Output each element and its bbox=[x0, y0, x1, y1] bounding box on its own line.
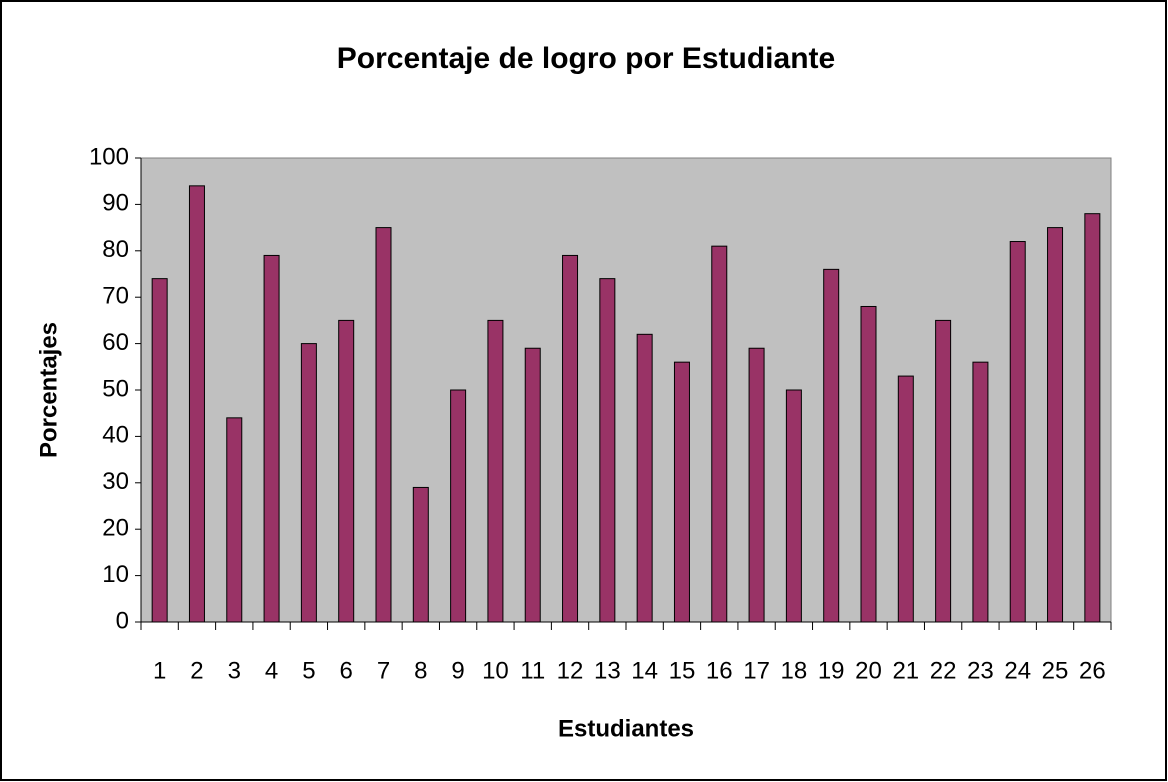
x-tick-label: 3 bbox=[228, 657, 241, 684]
x-axis-title: Estudiantes bbox=[558, 715, 694, 742]
y-tick-label: 40 bbox=[102, 422, 129, 449]
bar bbox=[599, 278, 616, 623]
x-tick-label: 7 bbox=[377, 657, 390, 684]
x-tick-label: 17 bbox=[743, 657, 770, 684]
bar bbox=[823, 268, 840, 623]
bar bbox=[860, 305, 877, 623]
x-tick-label: 12 bbox=[557, 657, 584, 684]
y-tick-label: 80 bbox=[102, 236, 129, 263]
y-tick-label: 10 bbox=[102, 561, 129, 588]
y-tick-label: 20 bbox=[102, 515, 129, 542]
x-tick-label: 24 bbox=[1004, 657, 1031, 684]
x-tick-label: 8 bbox=[414, 657, 427, 684]
bar bbox=[487, 319, 504, 623]
bar bbox=[711, 245, 728, 623]
plot-area bbox=[140, 157, 1112, 623]
x-tick-label: 25 bbox=[1042, 657, 1069, 684]
bar bbox=[562, 254, 579, 623]
x-tick-label: 20 bbox=[855, 657, 882, 684]
bar bbox=[375, 227, 392, 623]
bar bbox=[748, 347, 765, 623]
bar bbox=[1009, 241, 1026, 623]
bar bbox=[263, 254, 280, 623]
bar bbox=[412, 486, 429, 623]
y-tick-label: 100 bbox=[89, 143, 129, 170]
bar bbox=[1047, 227, 1064, 623]
x-tick-label: 14 bbox=[631, 657, 658, 684]
chart-title: Porcentaje de logro por Estudiante bbox=[337, 42, 835, 75]
x-tick-label: 26 bbox=[1079, 657, 1106, 684]
x-tick-label: 5 bbox=[302, 657, 315, 684]
bar bbox=[338, 319, 355, 623]
bar bbox=[897, 375, 914, 623]
bar bbox=[450, 389, 467, 623]
x-tick-label: 15 bbox=[669, 657, 696, 684]
y-tick-label: 70 bbox=[102, 283, 129, 310]
y-axis-title: Porcentajes bbox=[35, 322, 62, 458]
x-tick-label: 9 bbox=[451, 657, 464, 684]
bar bbox=[226, 417, 243, 623]
bar bbox=[935, 319, 952, 623]
bar bbox=[673, 361, 690, 623]
y-tick-label: 0 bbox=[116, 607, 129, 634]
x-tick-label: 13 bbox=[594, 657, 621, 684]
bar bbox=[151, 278, 168, 623]
y-tick-label: 90 bbox=[102, 190, 129, 217]
x-tick-label: 21 bbox=[892, 657, 919, 684]
x-tick-label: 10 bbox=[482, 657, 509, 684]
x-tick-label: 23 bbox=[967, 657, 994, 684]
bar bbox=[188, 185, 205, 623]
x-tick-label: 22 bbox=[930, 657, 957, 684]
y-tick-label: 50 bbox=[102, 375, 129, 402]
y-tick-label: 30 bbox=[102, 468, 129, 495]
x-tick-label: 16 bbox=[706, 657, 733, 684]
x-tick-label: 4 bbox=[265, 657, 278, 684]
bar bbox=[636, 333, 653, 623]
x-tick-label: 18 bbox=[781, 657, 808, 684]
y-tick-label: 60 bbox=[102, 329, 129, 356]
x-tick-label: 2 bbox=[190, 657, 203, 684]
x-tick-label: 6 bbox=[340, 657, 353, 684]
bar bbox=[300, 343, 317, 623]
x-tick-label: 1 bbox=[153, 657, 166, 684]
x-tick-label: 11 bbox=[520, 657, 545, 684]
bar bbox=[1084, 213, 1101, 623]
bar bbox=[524, 347, 541, 623]
bar bbox=[785, 389, 802, 623]
bar bbox=[972, 361, 989, 623]
x-tick-label: 19 bbox=[818, 657, 845, 684]
